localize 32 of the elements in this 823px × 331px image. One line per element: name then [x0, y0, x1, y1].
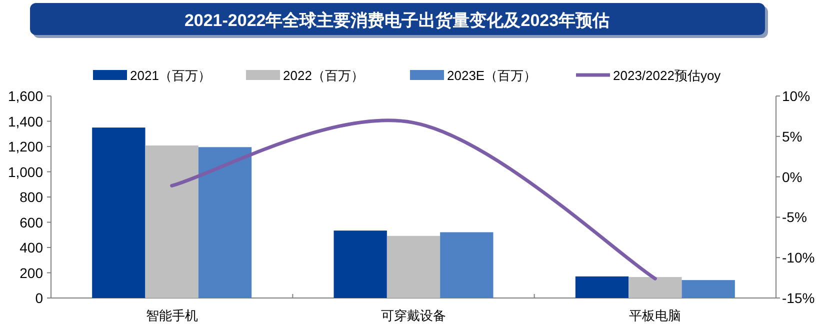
y2-tick-label: -15%: [782, 290, 815, 306]
y-tick-label: 1,200: [8, 138, 44, 154]
y-tick-label: 1,000: [8, 164, 44, 180]
y2-tick-label: 5%: [782, 128, 802, 144]
x-tick-label: 可穿戴设备: [381, 308, 446, 323]
bar: [145, 145, 198, 298]
bar: [92, 128, 146, 298]
y-tick-label: 200: [20, 264, 44, 281]
y2-tick-label: 0%: [782, 168, 802, 185]
bar: [198, 147, 252, 298]
legend-label: 2021（百万）: [130, 68, 211, 83]
bar: [682, 280, 735, 298]
y2-tick-label: -5%: [782, 209, 807, 226]
y2-tick-label: -10%: [782, 250, 815, 266]
x-tick-label: 智能手机: [146, 308, 198, 323]
y-tick-label: 600: [20, 214, 44, 230]
y2-tick-label: 10%: [782, 88, 810, 104]
y-tick-label: 1,600: [8, 88, 44, 104]
y-tick-label: 800: [20, 189, 44, 205]
x-tick-label: 平板电脑: [629, 308, 682, 323]
chart-title: 2021-2022年全球主要消费电子出货量变化及2023年预估: [184, 11, 610, 30]
y-tick-label: 400: [20, 240, 44, 256]
bar: [334, 230, 387, 298]
legend-label: 2023E（百万）: [447, 68, 537, 83]
legend-label: 2023/2022预估yoy: [613, 68, 722, 83]
legend-label: 2022（百万）: [283, 68, 364, 83]
y-tick-label: 1,400: [8, 113, 44, 130]
bar: [386, 236, 440, 298]
y-tick-label: 0: [35, 290, 44, 306]
bar: [440, 232, 494, 298]
bar: [628, 277, 682, 298]
bar: [575, 276, 629, 298]
